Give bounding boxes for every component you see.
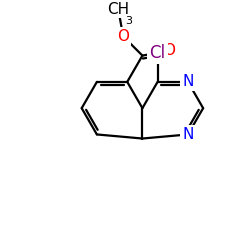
Text: N: N — [182, 127, 194, 142]
Text: N: N — [182, 74, 194, 89]
Text: O: O — [117, 29, 129, 44]
Text: 3: 3 — [125, 16, 132, 26]
Text: O: O — [163, 43, 175, 58]
Text: Cl: Cl — [150, 44, 166, 62]
Text: CH: CH — [107, 2, 130, 17]
